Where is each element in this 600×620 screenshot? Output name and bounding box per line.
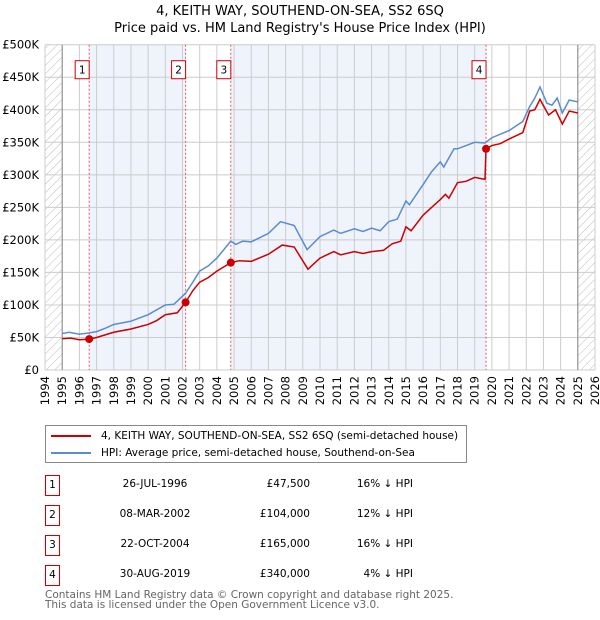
sale-hpi-diff: 12% ↓ HPI: [356, 508, 413, 520]
legend-item-hpi: HPI: Average price, semi-detached house,…: [51, 445, 415, 461]
x-tick-label: 2012: [347, 376, 361, 405]
sale-point: [85, 335, 94, 344]
footer: Contains HM Land Registry data © Crown c…: [45, 589, 454, 611]
sale-date: 30-AUG-2019: [119, 568, 191, 580]
x-tick-label: 2024: [554, 376, 568, 405]
sale-hpi-diff: 16% ↓ HPI: [356, 538, 413, 550]
y-tick-label: £250K: [2, 200, 39, 214]
x-tick-label: 2015: [399, 376, 413, 405]
footer-line: Contains HM Land Registry data © Crown c…: [45, 589, 454, 601]
sale-number: 2: [45, 505, 60, 526]
y-tick-label: £400K: [2, 103, 39, 117]
sale-number: 4: [45, 565, 60, 586]
sale-number: 3: [45, 535, 60, 556]
x-tick-label: 2003: [193, 376, 207, 405]
x-tick-label: 2019: [468, 376, 482, 405]
sale-number: 1: [45, 475, 60, 496]
x-tick-label: 1995: [55, 376, 69, 405]
x-tick-label: 2005: [227, 376, 241, 405]
sale-label: 2: [175, 65, 182, 77]
sale-label: 1: [79, 65, 86, 77]
x-tick-label: 2025: [571, 376, 585, 405]
sale-label-box: [74, 60, 90, 80]
x-tick-label: 2013: [365, 376, 379, 405]
legend: 4, KEITH WAY, SOUTHEND-ON-SEA, SS2 6SQ (…: [45, 425, 467, 463]
sale-row: 2 08-MAR-2002 £104,000 12% ↓ HPI: [45, 505, 413, 527]
x-tick-label: 1996: [72, 376, 86, 405]
x-tick-label: 2011: [330, 376, 344, 405]
x-tick-label: 2014: [382, 376, 396, 405]
sale-point: [226, 258, 235, 267]
y-tick-label: £200K: [2, 233, 39, 247]
sale-hpi-diff: 4% ↓ HPI: [363, 568, 413, 580]
sale-label-box: [171, 60, 187, 80]
sale-price: £340,000: [259, 568, 310, 580]
x-tick-label: 2018: [451, 376, 465, 405]
sale-label-box: [216, 60, 232, 80]
y-tick-label: £500K: [2, 38, 39, 52]
sale-price: £47,500: [266, 478, 310, 490]
x-tick-label: 2001: [158, 376, 172, 405]
legend-swatch: [51, 452, 91, 454]
sale-date: 22-OCT-2004: [120, 538, 190, 550]
x-tick-label: 2023: [536, 376, 550, 405]
price-line: [62, 97, 578, 341]
y-tick-label: £50K: [10, 330, 40, 344]
y-tick-label: £100K: [2, 298, 39, 312]
x-tick-label: 1998: [107, 376, 121, 405]
legend-label: 4, KEITH WAY, SOUTHEND-ON-SEA, SS2 6SQ (…: [101, 430, 459, 442]
sale-row: 1 26-JUL-1996 £47,500 16% ↓ HPI: [45, 475, 413, 497]
y-tick-label: £0: [24, 363, 39, 377]
y-tick-label: £350K: [2, 135, 39, 149]
x-tick-label: 2006: [244, 376, 258, 405]
x-tick-label: 2022: [519, 376, 533, 405]
sale-date: 08-MAR-2002: [119, 508, 191, 520]
x-tick-label: 2017: [433, 376, 447, 405]
sale-row: 3 22-OCT-2004 £165,000 16% ↓ HPI: [45, 535, 413, 557]
x-tick-label: 2020: [485, 376, 499, 405]
sale-label: 4: [476, 65, 483, 77]
x-tick-label: 2016: [416, 376, 430, 405]
x-tick-label: 1997: [90, 376, 104, 405]
x-tick-label: 2026: [588, 376, 600, 405]
x-tick-label: 1994: [38, 376, 52, 405]
x-tick-label: 2010: [313, 376, 327, 405]
chart-title: 4, KEITH WAY, SOUTHEND-ON-SEA, SS2 6SQ: [156, 4, 444, 19]
sale-row: 4 30-AUG-2019 £340,000 4% ↓ HPI: [45, 565, 413, 587]
x-tick-label: 1999: [124, 376, 138, 405]
x-tick-label: 2004: [210, 376, 224, 405]
sale-point: [482, 144, 491, 153]
hpi-line: [62, 85, 578, 335]
y-tick-label: £300K: [2, 168, 39, 182]
x-tick-label: 2002: [176, 376, 190, 405]
x-tick-label: 2008: [279, 376, 293, 405]
chart: £0 £50K £100K £150K £200K £250K £300K £350K £400…: [2, 38, 600, 406]
y-tick-label: £450K: [2, 70, 39, 84]
x-tick-label: 2009: [296, 376, 310, 405]
sale-point: [181, 298, 190, 307]
chart-subtitle: Price paid vs. HM Land Registry's House …: [114, 21, 486, 36]
x-tick-label: 2000: [141, 376, 155, 405]
legend-item-property: 4, KEITH WAY, SOUTHEND-ON-SEA, SS2 6SQ (…: [51, 428, 458, 444]
x-tick-label: 2007: [261, 376, 275, 405]
y-tick-label: £150K: [2, 265, 39, 279]
sale-price: £165,000: [259, 538, 310, 550]
legend-swatch: [51, 435, 91, 437]
sale-hpi-diff: 16% ↓ HPI: [356, 478, 413, 490]
legend-label: HPI: Average price, semi-detached house,…: [101, 447, 415, 459]
x-tick-label: 2021: [502, 376, 516, 405]
sale-date: 26-JUL-1996: [122, 478, 188, 490]
sale-label: 3: [220, 65, 227, 77]
sale-price: £104,000: [259, 508, 310, 520]
footer-line: This data is licensed under the Open Gov…: [45, 599, 380, 611]
sale-label-box: [471, 60, 487, 80]
